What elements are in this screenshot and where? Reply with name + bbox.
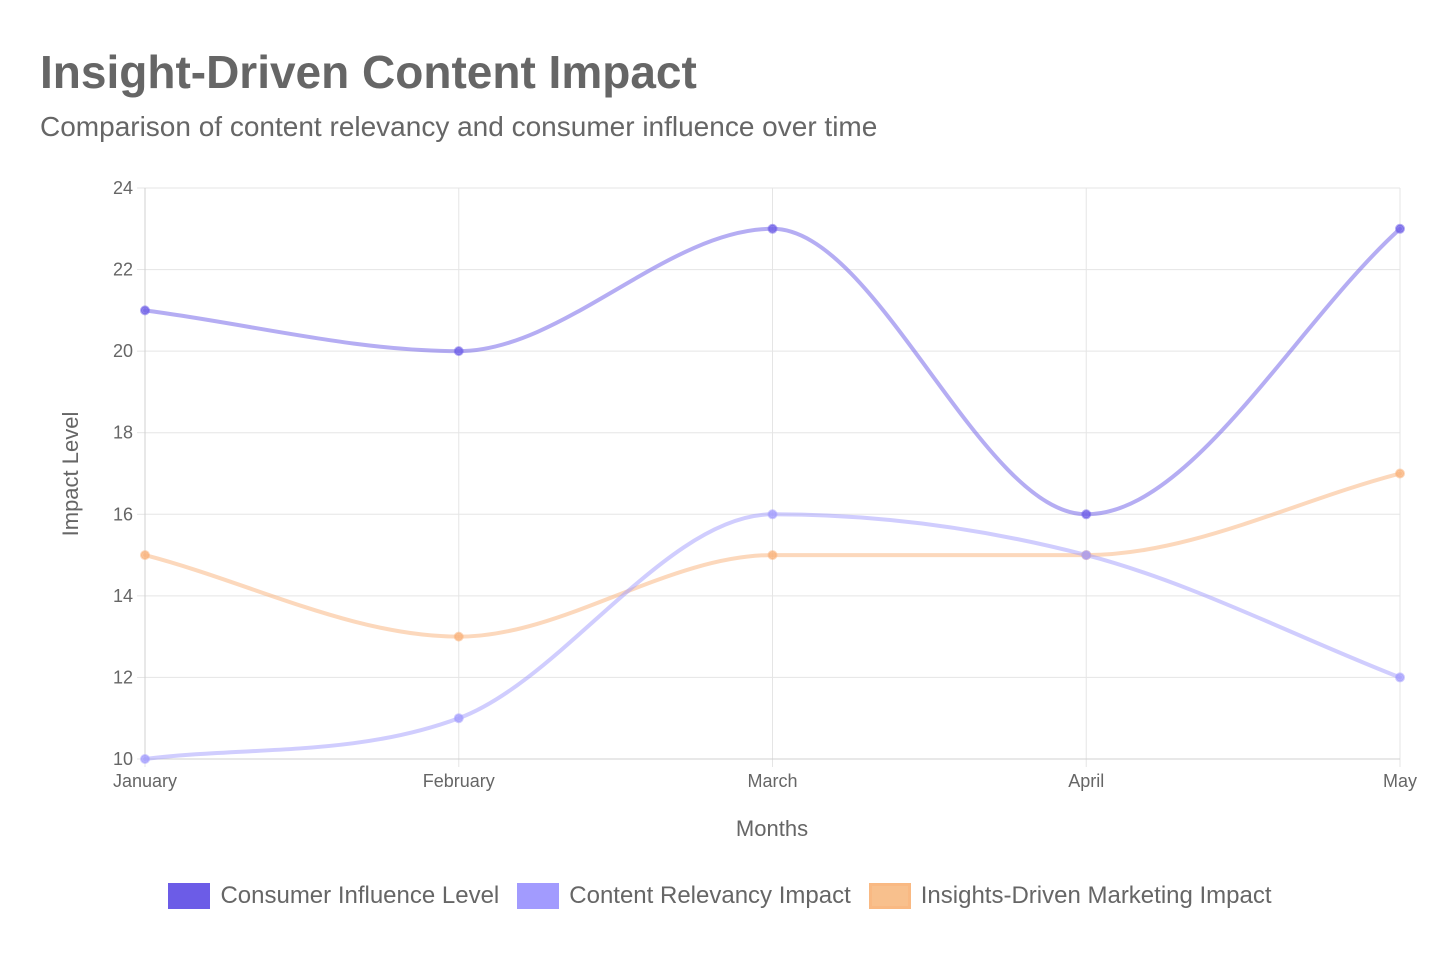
y-tick-label: 20	[113, 341, 133, 361]
y-tick-label: 22	[113, 260, 133, 280]
y-tick-label: 10	[113, 749, 133, 769]
data-point-insights-driven-marketing-impact[interactable]	[1395, 468, 1405, 479]
legend-label: Insights-Driven Marketing Impact	[920, 882, 1272, 909]
data-point-insights-driven-marketing-impact[interactable]	[140, 550, 150, 561]
axes	[144, 188, 1400, 760]
y-tick-label: 24	[113, 178, 133, 198]
x-axis-title: Months	[736, 816, 808, 841]
legend-label: Content Relevancy Impact	[569, 882, 851, 909]
legend-swatch	[168, 883, 211, 909]
legend-item-insights-driven-marketing-impact[interactable]: Insights-Driven Marketing Impact	[868, 882, 1272, 910]
x-tick-label: March	[747, 771, 797, 791]
data-point-content-relevancy-impact[interactable]	[453, 713, 464, 724]
x-tick-label: February	[423, 771, 495, 791]
chart-legend: Consumer Influence Level Content Relevanc…	[0, 874, 1440, 918]
data-point-content-relevancy-impact[interactable]	[140, 754, 150, 764]
data-point-consumer-influence-level[interactable]	[1395, 223, 1405, 234]
chart-subtitle: Comparison of content relevancy and cons…	[40, 111, 878, 142]
data-points	[140, 223, 1405, 764]
data-point-consumer-influence-level[interactable]	[767, 223, 778, 234]
grid-lines	[137, 187, 1401, 767]
data-point-content-relevancy-impact[interactable]	[1395, 672, 1405, 683]
y-tick-label: 14	[113, 586, 133, 606]
tick-labels: 10 12 14 16 18 20 22 24 January February March Apri…	[113, 178, 1417, 791]
x-tick-label: January	[113, 771, 177, 791]
y-axis-title: Impact Level	[58, 412, 83, 537]
data-point-consumer-influence-level[interactable]	[1081, 509, 1092, 520]
data-point-consumer-influence-level[interactable]	[140, 305, 150, 316]
legend-item-content-relevancy-impact[interactable]: Content Relevancy Impact	[517, 882, 851, 910]
y-tick-label: 18	[113, 423, 133, 443]
y-tick-label: 12	[113, 667, 133, 687]
series-line-consumer-influence-level	[143, 226, 1402, 517]
data-point-content-relevancy-impact[interactable]	[1081, 550, 1092, 561]
legend-item-consumer-influence-level[interactable]: Consumer Influence Level	[168, 882, 499, 910]
data-point-consumer-influence-level[interactable]	[453, 346, 464, 357]
legend-label: Consumer Influence Level	[220, 882, 500, 909]
data-point-insights-driven-marketing-impact[interactable]	[767, 550, 778, 561]
chart-title: Insight-Driven Content Impact	[40, 46, 697, 98]
x-tick-label: May	[1383, 771, 1417, 791]
legend-swatch	[517, 883, 560, 909]
legend-swatch	[868, 883, 911, 909]
x-tick-label: April	[1068, 771, 1104, 791]
data-point-content-relevancy-impact[interactable]	[767, 509, 778, 520]
data-point-insights-driven-marketing-impact[interactable]	[453, 631, 464, 642]
y-tick-label: 16	[113, 504, 133, 524]
